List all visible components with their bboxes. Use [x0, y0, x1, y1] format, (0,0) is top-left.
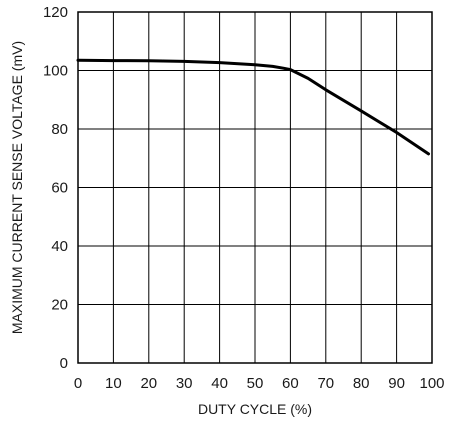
- x-tick-label: 0: [74, 375, 82, 392]
- x-tick-label: 70: [317, 375, 334, 392]
- y-tick-label: 100: [43, 63, 68, 80]
- y-tick-label: 40: [51, 238, 68, 255]
- y-tick-label: 80: [51, 121, 68, 138]
- y-tick-labels: 0 20 40 60 80 100 120: [43, 4, 68, 372]
- x-tick-label: 40: [211, 375, 228, 392]
- x-tick-labels: 0 10 20 30 40 50 60 70 80 90 100: [74, 375, 445, 392]
- x-tick-label: 100: [419, 375, 444, 392]
- x-tick-label: 60: [282, 375, 299, 392]
- x-tick-label: 10: [105, 375, 122, 392]
- plot-frame: [77, 11, 433, 364]
- x-tick-label: 80: [353, 375, 370, 392]
- x-tick-label: 50: [247, 375, 264, 392]
- x-axis-label: DUTY CYCLE (%): [198, 401, 312, 417]
- data-line: [76, 58, 430, 156]
- x-tick-label: 30: [176, 375, 193, 392]
- x-tick-label: 20: [140, 375, 157, 392]
- x-tick-label: 90: [388, 375, 405, 392]
- y-axis-label: MAXIMUM CURRENT SENSE VOLTAGE (mV): [9, 41, 25, 334]
- y-tick-label: 20: [51, 297, 68, 314]
- y-tick-label: 60: [51, 180, 68, 197]
- y-tick-label: 0: [60, 355, 68, 372]
- y-tick-label: 120: [43, 4, 68, 21]
